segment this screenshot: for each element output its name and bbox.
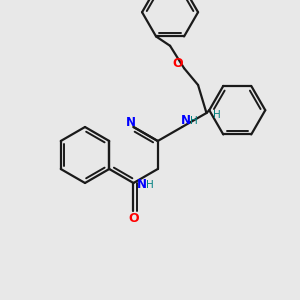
Text: N: N bbox=[181, 115, 191, 128]
Text: H: H bbox=[146, 180, 153, 190]
Text: N: N bbox=[125, 116, 136, 130]
Text: O: O bbox=[173, 57, 183, 70]
Text: H: H bbox=[190, 116, 198, 126]
Text: N: N bbox=[136, 178, 146, 191]
Text: H: H bbox=[213, 110, 220, 120]
Text: O: O bbox=[128, 212, 139, 224]
